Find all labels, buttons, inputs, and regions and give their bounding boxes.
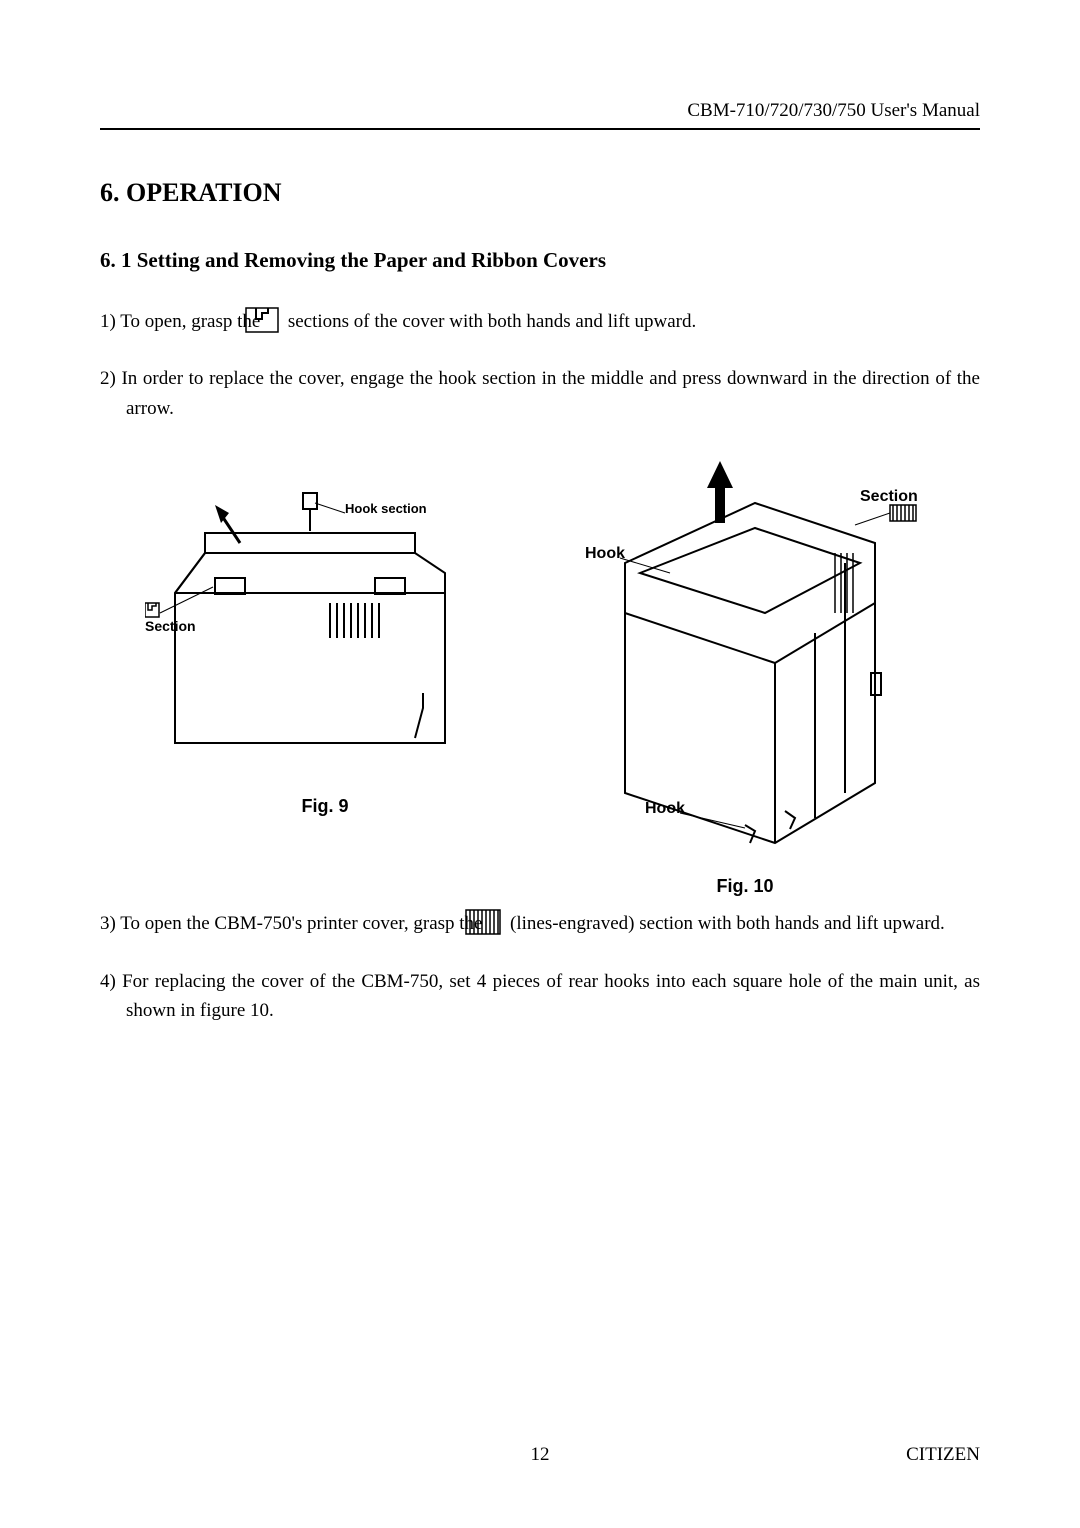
- step-4: 4) For replacing the cover of the CBM-75…: [100, 967, 980, 1026]
- step-1: 1) To open, grasp the sections of the co…: [100, 307, 980, 342]
- fig10-hook-top-label: Hook: [585, 545, 625, 562]
- figure-9-caption: Fig. 9: [145, 796, 505, 817]
- step-1-text-a: 1) To open, grasp the: [100, 311, 265, 332]
- lines-engraved-icon: [491, 909, 501, 944]
- figure-9: Section Hook section Fig. 9: [145, 453, 505, 897]
- figure-10: Hook Hook Section Fig. 10: [555, 453, 935, 897]
- figure-9-svg: Section Hook section: [145, 453, 505, 773]
- section-heading: 6. OPERATION: [100, 178, 980, 208]
- page-number: 12: [531, 1444, 550, 1466]
- figures-row: Section Hook section Fig. 9: [100, 453, 980, 897]
- step-2: 2) In order to replace the cover, engage…: [100, 364, 980, 423]
- step-3-text-a: 3) To open the CBM-750's printer cover, …: [100, 913, 487, 934]
- fig10-section-label: Section: [860, 488, 918, 505]
- step-1-text-b: sections of the cover with both hands an…: [288, 311, 696, 332]
- running-head: CBM-710/720/730/750 User's Manual: [687, 100, 980, 122]
- header-rule: [100, 128, 980, 130]
- step-3-text-b: (lines-engraved) section with both hands…: [510, 913, 945, 934]
- step-3: 3) To open the CBM-750's printer cover, …: [100, 909, 980, 944]
- subsection-heading: 6. 1 Setting and Removing the Paper and …: [100, 248, 980, 273]
- fig9-hook-section-label: Hook section: [345, 501, 427, 516]
- fig10-hook-bottom-label: Hook: [645, 800, 685, 817]
- footer-brand: CITIZEN: [906, 1444, 980, 1466]
- page-content: 6. OPERATION 6. 1 Setting and Removing t…: [100, 98, 980, 1026]
- page-footer: 12 CITIZEN: [100, 1444, 980, 1466]
- notch-icon: [271, 307, 279, 342]
- figure-10-caption: Fig. 10: [555, 876, 935, 897]
- fig9-section-label: Section: [145, 618, 196, 634]
- figure-10-svg: Hook Hook Section: [555, 453, 935, 853]
